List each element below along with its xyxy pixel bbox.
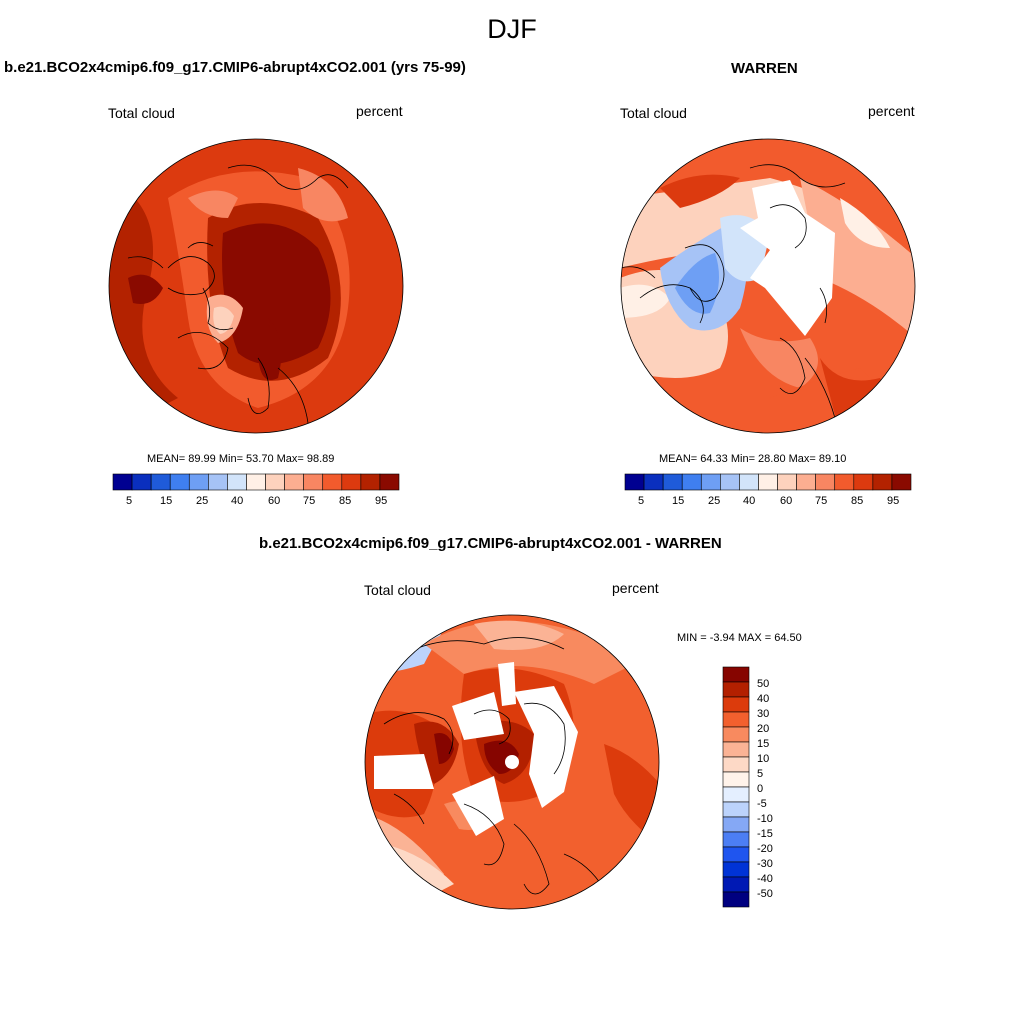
- right-tick-5: 5: [638, 495, 645, 507]
- right-tick-15: 15: [672, 495, 685, 507]
- left-colorbar: [112, 473, 400, 491]
- left-tick-15: 15: [160, 495, 173, 507]
- colorbar-swatch: [624, 473, 645, 491]
- colorbar-swatch: [662, 473, 683, 491]
- colorbar-swatch: [379, 473, 400, 491]
- colorbar-swatch: [169, 473, 190, 491]
- colorbar-swatch: [722, 876, 750, 893]
- colorbar-swatch: [284, 473, 304, 491]
- left-tick-40: 40: [231, 495, 244, 507]
- right-tick-75: 75: [815, 495, 828, 507]
- diff-tick-minus20: -20: [757, 843, 773, 855]
- colorbar-swatch: [722, 756, 750, 773]
- colorbar-swatch: [303, 473, 324, 491]
- colorbar-swatch: [722, 846, 750, 863]
- colorbar-swatch: [722, 831, 750, 848]
- colorbar-swatch: [722, 801, 750, 818]
- left-variable-label: Total cloud: [108, 105, 175, 121]
- colorbar-swatch: [739, 473, 759, 491]
- right-tick-60: 60: [780, 495, 793, 507]
- colorbar-swatch: [796, 473, 816, 491]
- diff-tick-10: 10: [757, 753, 770, 765]
- diff-tick-minus15: -15: [757, 828, 773, 840]
- right-polar-map: [620, 138, 916, 434]
- page-title: DJF: [487, 14, 537, 44]
- right-stats: MEAN= 64.33 Min= 28.80 Max= 89.10: [659, 453, 847, 465]
- diff-stats: MIN = -3.94 MAX = 64.50: [677, 632, 802, 644]
- left-panel-title: b.e21.BCO2x4cmip6.f09_g17.CMIP6-abrupt4x…: [4, 59, 466, 76]
- colorbar-swatch: [188, 473, 209, 491]
- diff-tick-30: 30: [757, 708, 770, 720]
- diff-tick-40: 40: [757, 693, 770, 705]
- colorbar-swatch: [722, 741, 750, 758]
- colorbar-swatch: [722, 771, 750, 788]
- diff-variable-label: Total cloud: [364, 582, 431, 598]
- colorbar-swatch: [720, 473, 740, 491]
- right-tick-85: 85: [851, 495, 864, 507]
- right-units-label: percent: [868, 103, 915, 119]
- right-tick-40: 40: [743, 495, 756, 507]
- colorbar-swatch: [722, 861, 750, 878]
- colorbar-swatch: [872, 473, 893, 491]
- colorbar-swatch: [777, 473, 797, 491]
- left-tick-60: 60: [268, 495, 281, 507]
- diff-tick-minus5: -5: [757, 798, 767, 810]
- diff-polar-map: [364, 614, 660, 910]
- left-tick-85: 85: [339, 495, 352, 507]
- diff-tick-5: 5: [757, 768, 764, 780]
- diff-tick-0: 0: [757, 783, 764, 795]
- colorbar-swatch: [722, 666, 750, 683]
- colorbar-swatch: [834, 473, 855, 491]
- colorbar-swatch: [722, 816, 750, 833]
- right-panel-title: WARREN: [731, 60, 798, 77]
- colorbar-swatch: [112, 473, 133, 491]
- right-tick-95: 95: [887, 495, 900, 507]
- right-variable-label: Total cloud: [620, 105, 687, 121]
- colorbar-swatch: [700, 473, 721, 491]
- left-polar-map: [108, 138, 404, 434]
- colorbar-swatch: [722, 786, 750, 803]
- left-tick-75: 75: [303, 495, 316, 507]
- colorbar-swatch: [891, 473, 912, 491]
- diff-tick-20: 20: [757, 723, 770, 735]
- diff-tick-minus10: -10: [757, 813, 773, 825]
- colorbar-swatch: [150, 473, 171, 491]
- colorbar-swatch: [208, 473, 228, 491]
- left-tick-5: 5: [126, 495, 133, 507]
- left-tick-25: 25: [196, 495, 209, 507]
- diff-tick-minus30: -30: [757, 858, 773, 870]
- colorbar-swatch: [722, 711, 750, 728]
- diff-units-label: percent: [612, 580, 659, 596]
- colorbar-swatch: [681, 473, 702, 491]
- colorbar-swatch: [360, 473, 381, 491]
- diff-colorbar: [722, 666, 750, 908]
- colorbar-swatch: [322, 473, 343, 491]
- colorbar-swatch: [246, 473, 266, 491]
- colorbar-swatch: [722, 726, 750, 743]
- diff-tick-minus40: -40: [757, 873, 773, 885]
- colorbar-swatch: [722, 681, 750, 698]
- left-units-label: percent: [356, 103, 403, 119]
- colorbar-swatch: [227, 473, 247, 491]
- colorbar-swatch: [643, 473, 664, 491]
- diff-tick-15: 15: [757, 738, 770, 750]
- diff-tick-50: 50: [757, 678, 770, 690]
- diff-tick-minus50: -50: [757, 888, 773, 900]
- colorbar-swatch: [131, 473, 152, 491]
- colorbar-swatch: [265, 473, 285, 491]
- diff-panel-title: b.e21.BCO2x4cmip6.f09_g17.CMIP6-abrupt4x…: [259, 535, 722, 552]
- right-colorbar: [624, 473, 912, 491]
- left-stats: MEAN= 89.99 Min= 53.70 Max= 98.89: [147, 453, 335, 465]
- right-tick-25: 25: [708, 495, 721, 507]
- colorbar-swatch: [722, 696, 750, 713]
- colorbar-swatch: [722, 891, 750, 908]
- colorbar-swatch: [341, 473, 362, 491]
- colorbar-swatch: [758, 473, 778, 491]
- left-tick-95: 95: [375, 495, 388, 507]
- colorbar-swatch: [815, 473, 836, 491]
- colorbar-swatch: [853, 473, 874, 491]
